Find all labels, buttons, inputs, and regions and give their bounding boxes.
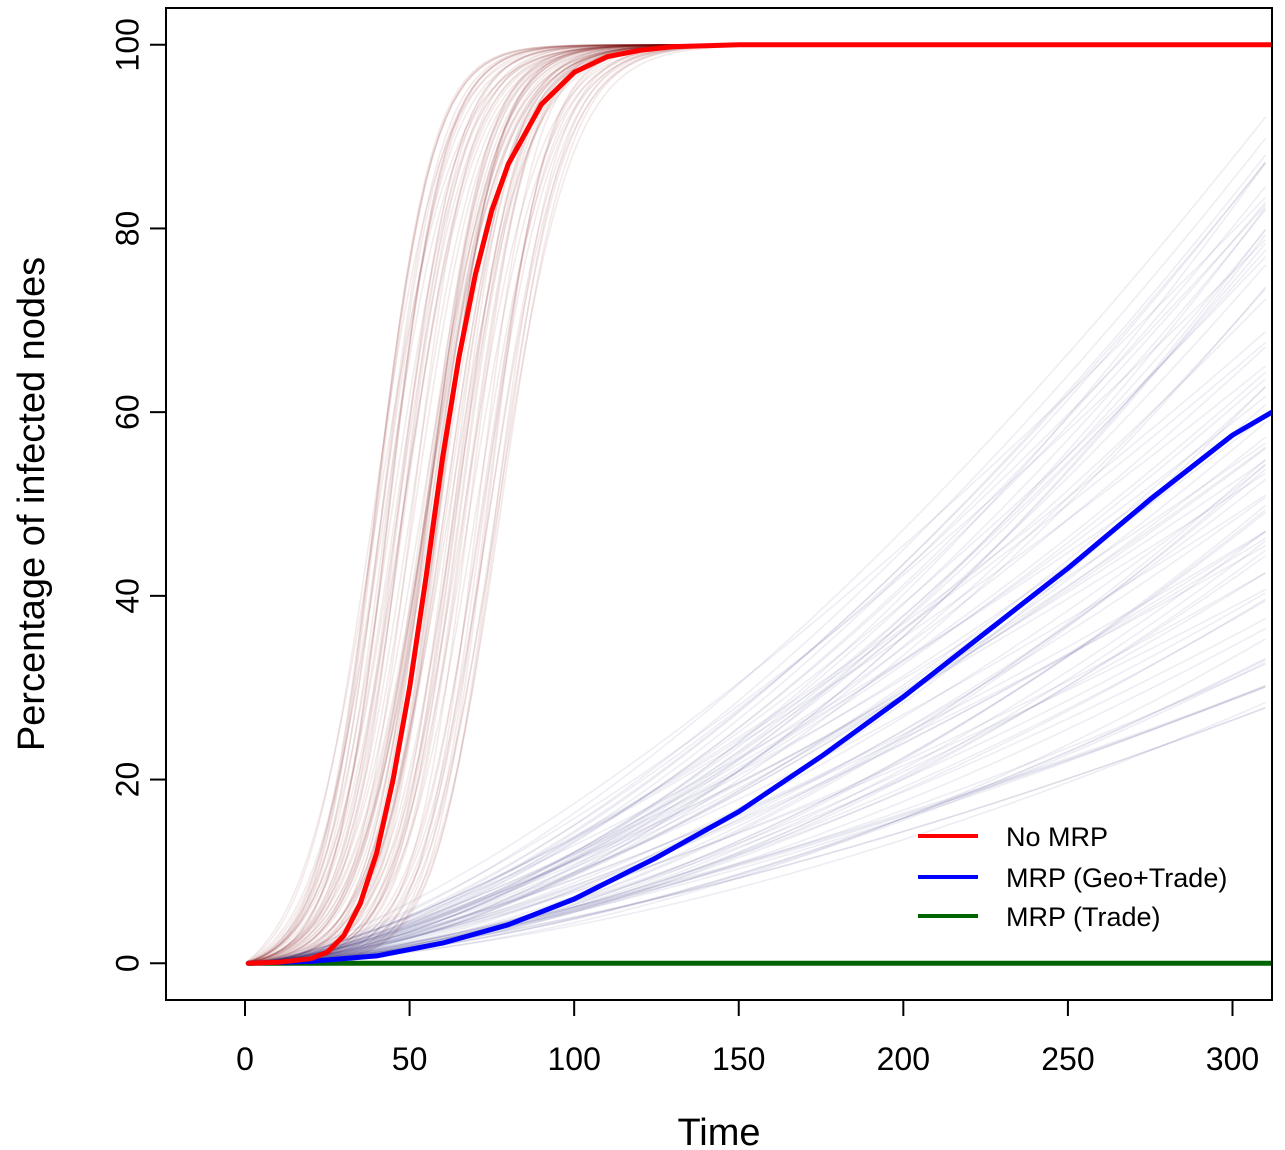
simulation-run-2-2 xyxy=(248,346,1266,965)
simulation-run-2-28 xyxy=(248,494,1266,965)
simulation-run-2-80 xyxy=(248,229,1267,965)
simulation-run-2-43 xyxy=(248,544,1266,965)
simulation-run-2-13 xyxy=(248,116,1267,965)
simulation-run-2-54 xyxy=(248,371,1266,965)
simulation-run-2-52 xyxy=(248,242,1267,965)
simulation-run-2-58 xyxy=(248,468,1266,965)
simulation-run-2-79 xyxy=(248,234,1267,965)
y-tick-label-4: 80 xyxy=(109,211,145,247)
simulation-run-2-36 xyxy=(248,207,1267,965)
simulation-run-2-21 xyxy=(248,686,1266,965)
simulation-run-2-70 xyxy=(248,386,1266,965)
simulation-run-2-19 xyxy=(248,531,1266,965)
simulation-run-2-4 xyxy=(248,436,1266,965)
simulation-run-2-66 xyxy=(248,459,1266,965)
simulation-run-2-56 xyxy=(248,511,1266,965)
simulation-runs xyxy=(247,43,1269,965)
simulation-run-2-37 xyxy=(248,509,1266,965)
simulation-run-2-57 xyxy=(248,286,1267,965)
x-tick-label-6: 300 xyxy=(1206,1041,1259,1077)
simulation-run-2-27 xyxy=(248,196,1266,965)
simulation-run-2-31 xyxy=(248,228,1267,965)
simulation-run-2-64 xyxy=(248,249,1266,965)
simulation-run-2-25 xyxy=(248,701,1266,965)
simulation-run-2-8 xyxy=(248,341,1266,965)
simulation-run-2-65 xyxy=(248,412,1266,965)
y-tick-label-0: 0 xyxy=(109,954,145,972)
simulation-run-2-5 xyxy=(248,209,1267,965)
y-tick-label-1: 20 xyxy=(109,762,145,798)
simulation-run-2-51 xyxy=(248,663,1266,965)
simulation-run-2-49 xyxy=(248,537,1266,965)
simulation-run-2-17 xyxy=(248,378,1266,965)
simulation-run-2-69 xyxy=(248,395,1266,965)
simulation-run-2-42 xyxy=(248,572,1266,965)
legend-label-2: MRP (Geo+Trade) xyxy=(1006,863,1227,893)
simulation-run-2-23 xyxy=(248,496,1266,965)
simulation-run-2-53 xyxy=(248,421,1266,965)
x-tick-label-3: 150 xyxy=(712,1041,765,1077)
simulation-run-2-76 xyxy=(248,478,1266,965)
simulation-run-2-38 xyxy=(248,256,1266,965)
simulation-run-2-46 xyxy=(248,572,1266,965)
simulation-run-2-67 xyxy=(248,447,1266,965)
simulation-run-2-74 xyxy=(248,365,1266,965)
simulation-run-2-33 xyxy=(248,530,1266,965)
y-axis: 0 20 40 60 80 100 xyxy=(109,18,167,972)
simulation-run-2-22 xyxy=(248,446,1266,965)
simulation-run-2-10 xyxy=(248,617,1266,965)
y-tick-label-3: 60 xyxy=(109,394,145,430)
simulation-run-2-9 xyxy=(248,331,1266,965)
simulation-run-2-71 xyxy=(248,442,1266,965)
simulation-run-2-12 xyxy=(248,162,1267,965)
legend: No MRP MRP (Geo+Trade) MRP (Trade) xyxy=(918,822,1227,932)
series-line-2 xyxy=(245,409,1272,966)
simulation-run-2-78 xyxy=(248,638,1266,965)
simulation-run-2-7 xyxy=(248,458,1266,965)
simulation-run-2-3 xyxy=(248,288,1266,965)
simulation-run-2-68 xyxy=(248,592,1266,965)
simulation-run-2-20 xyxy=(248,201,1267,965)
simulation-run-2-75 xyxy=(248,684,1266,965)
simulation-run-2-18 xyxy=(248,239,1266,965)
simulation-run-2-44 xyxy=(248,186,1267,965)
x-tick-label-2: 100 xyxy=(547,1041,600,1077)
x-tick-label-5: 250 xyxy=(1041,1041,1094,1077)
simulation-run-2-61 xyxy=(248,588,1266,965)
x-axis-title: Time xyxy=(677,1112,760,1150)
x-tick-label-1: 50 xyxy=(392,1041,428,1077)
series-line-1 xyxy=(245,42,1272,966)
series-lines xyxy=(245,42,1272,966)
simulation-run-2-73 xyxy=(248,463,1266,965)
simulation-run-2-60 xyxy=(248,204,1266,965)
simulation-run-2-55 xyxy=(248,685,1266,965)
y-tick-label-2: 40 xyxy=(109,578,145,614)
simulation-run-2-35 xyxy=(248,600,1266,965)
simulation-run-2-34 xyxy=(248,298,1266,965)
simulation-run-2-77 xyxy=(248,162,1267,965)
simulation-run-2-72 xyxy=(248,138,1267,965)
x-tick-label-0: 0 xyxy=(236,1041,254,1077)
simulation-run-2-39 xyxy=(248,685,1266,965)
simulation-run-2-45 xyxy=(248,264,1267,965)
x-tick-label-4: 200 xyxy=(877,1041,930,1077)
y-tick-label-5: 100 xyxy=(109,18,145,71)
simulation-run-2-59 xyxy=(248,472,1266,965)
legend-label-3: MRP (Trade) xyxy=(1006,902,1161,932)
y-axis-title: Percentage of infected nodes xyxy=(11,257,53,751)
simulation-run-2-48 xyxy=(248,161,1267,965)
simulation-run-2-1 xyxy=(248,154,1267,965)
legend-label-1: No MRP xyxy=(1006,822,1108,852)
x-axis: 0 50 100 150 200 250 300 xyxy=(236,999,1259,1077)
